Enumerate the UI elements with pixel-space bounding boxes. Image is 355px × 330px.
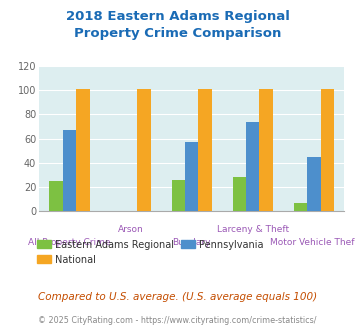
Bar bbox=[294, 203, 307, 211]
Bar bbox=[233, 177, 246, 211]
Bar bbox=[49, 181, 63, 211]
Bar bbox=[246, 122, 260, 211]
Legend: Eastern Adams Regional, National, Pennsylvania: Eastern Adams Regional, National, Pennsy… bbox=[33, 236, 267, 269]
Bar bbox=[198, 89, 212, 211]
Bar bbox=[137, 89, 151, 211]
Text: Burglary: Burglary bbox=[173, 238, 211, 247]
Text: Motor Vehicle Theft: Motor Vehicle Theft bbox=[270, 238, 355, 247]
Bar bbox=[76, 89, 90, 211]
Bar bbox=[307, 157, 321, 211]
Bar bbox=[63, 130, 76, 211]
Bar bbox=[260, 89, 273, 211]
Bar bbox=[185, 142, 198, 211]
Text: 2018 Eastern Adams Regional
Property Crime Comparison: 2018 Eastern Adams Regional Property Cri… bbox=[66, 10, 289, 40]
Bar bbox=[171, 180, 185, 211]
Text: All Property Crime: All Property Crime bbox=[28, 238, 111, 247]
Text: Compared to U.S. average. (U.S. average equals 100): Compared to U.S. average. (U.S. average … bbox=[38, 292, 317, 302]
Text: © 2025 CityRating.com - https://www.cityrating.com/crime-statistics/: © 2025 CityRating.com - https://www.city… bbox=[38, 316, 317, 325]
Text: Arson: Arson bbox=[118, 225, 143, 234]
Text: Larceny & Theft: Larceny & Theft bbox=[217, 225, 289, 234]
Bar bbox=[321, 89, 334, 211]
